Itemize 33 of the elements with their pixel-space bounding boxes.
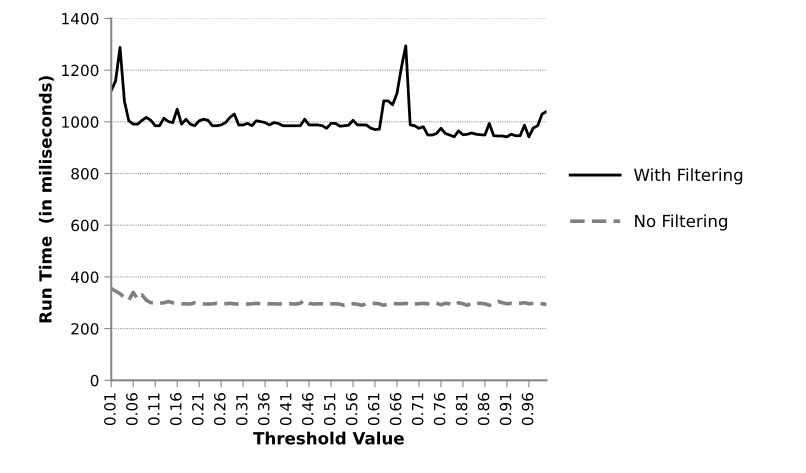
- x-tick-label: 0.86: [478, 393, 490, 426]
- x-tick-label: 0.41: [280, 394, 292, 426]
- x-tick-label: 0.61: [368, 394, 380, 426]
- x-tick-label: 0.46: [302, 393, 314, 426]
- y-tick-label: 600: [71, 220, 98, 232]
- y-tick-label: 800: [71, 168, 98, 180]
- x-tick-label: 0.16: [170, 393, 182, 426]
- y-axis-title: Run Time (in miliseconds): [38, 76, 54, 322]
- y-tick-label: 400: [71, 271, 98, 283]
- x-tick-label: 0.26: [214, 393, 226, 426]
- y-tick-label: 0: [90, 374, 98, 386]
- x-tick-label: 0.36: [258, 393, 270, 426]
- line-series: [111, 44, 546, 138]
- y-tick-label: 1400: [62, 12, 98, 24]
- x-tick-label: 0.01: [104, 394, 116, 426]
- x-tick-label: 0.21: [192, 394, 204, 426]
- x-tick-label: 0.66: [390, 393, 402, 426]
- x-tick-label: 0.06: [126, 393, 138, 426]
- x-axis-title: Threshold Value: [253, 432, 404, 445]
- legend-label: No Filtering: [635, 214, 728, 230]
- legend-label: With Filtering: [634, 168, 742, 184]
- y-tick-label: 200: [71, 323, 98, 335]
- y-tick-label: 1000: [62, 116, 98, 128]
- x-tick-label: 0.31: [236, 394, 248, 426]
- x-tick-label: 0.81: [456, 394, 468, 426]
- x-tick-label: 0.71: [412, 394, 424, 426]
- y-tick-label: 1200: [62, 64, 98, 76]
- x-tick-label: 0.11: [148, 394, 160, 426]
- x-tick-label: 0.51: [324, 394, 336, 426]
- x-tick-label: 0.76: [434, 393, 446, 426]
- x-tick-label: 0.91: [500, 394, 512, 426]
- x-tick-label: 0.56: [346, 393, 358, 426]
- x-tick-label: 0.96: [522, 393, 534, 426]
